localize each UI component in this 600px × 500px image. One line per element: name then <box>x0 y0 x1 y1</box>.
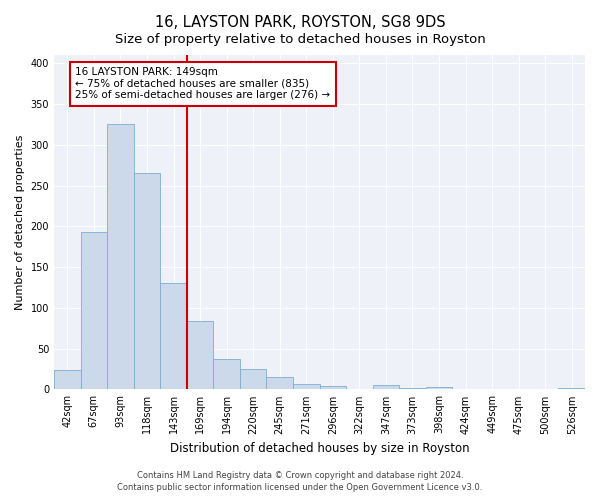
Text: Contains HM Land Registry data © Crown copyright and database right 2024.
Contai: Contains HM Land Registry data © Crown c… <box>118 471 482 492</box>
Text: Size of property relative to detached houses in Royston: Size of property relative to detached ho… <box>115 32 485 46</box>
Bar <box>240 369 266 390</box>
Bar <box>160 284 187 390</box>
Text: 16, LAYSTON PARK, ROYSTON, SG8 9DS: 16, LAYSTON PARK, ROYSTON, SG8 9DS <box>155 15 445 30</box>
Bar <box>214 360 240 390</box>
Bar <box>107 124 134 390</box>
Bar <box>399 388 426 390</box>
Bar <box>187 321 214 390</box>
X-axis label: Distribution of detached houses by size in Royston: Distribution of detached houses by size … <box>170 442 469 455</box>
Bar <box>373 386 399 390</box>
Bar <box>134 174 160 390</box>
Y-axis label: Number of detached properties: Number of detached properties <box>15 134 25 310</box>
Bar <box>320 386 346 390</box>
Bar <box>426 387 452 390</box>
Bar <box>293 384 320 390</box>
Bar <box>559 388 585 390</box>
Bar <box>54 370 80 390</box>
Bar <box>266 377 293 390</box>
Text: 16 LAYSTON PARK: 149sqm
← 75% of detached houses are smaller (835)
25% of semi-d: 16 LAYSTON PARK: 149sqm ← 75% of detache… <box>75 67 331 100</box>
Bar <box>80 232 107 390</box>
